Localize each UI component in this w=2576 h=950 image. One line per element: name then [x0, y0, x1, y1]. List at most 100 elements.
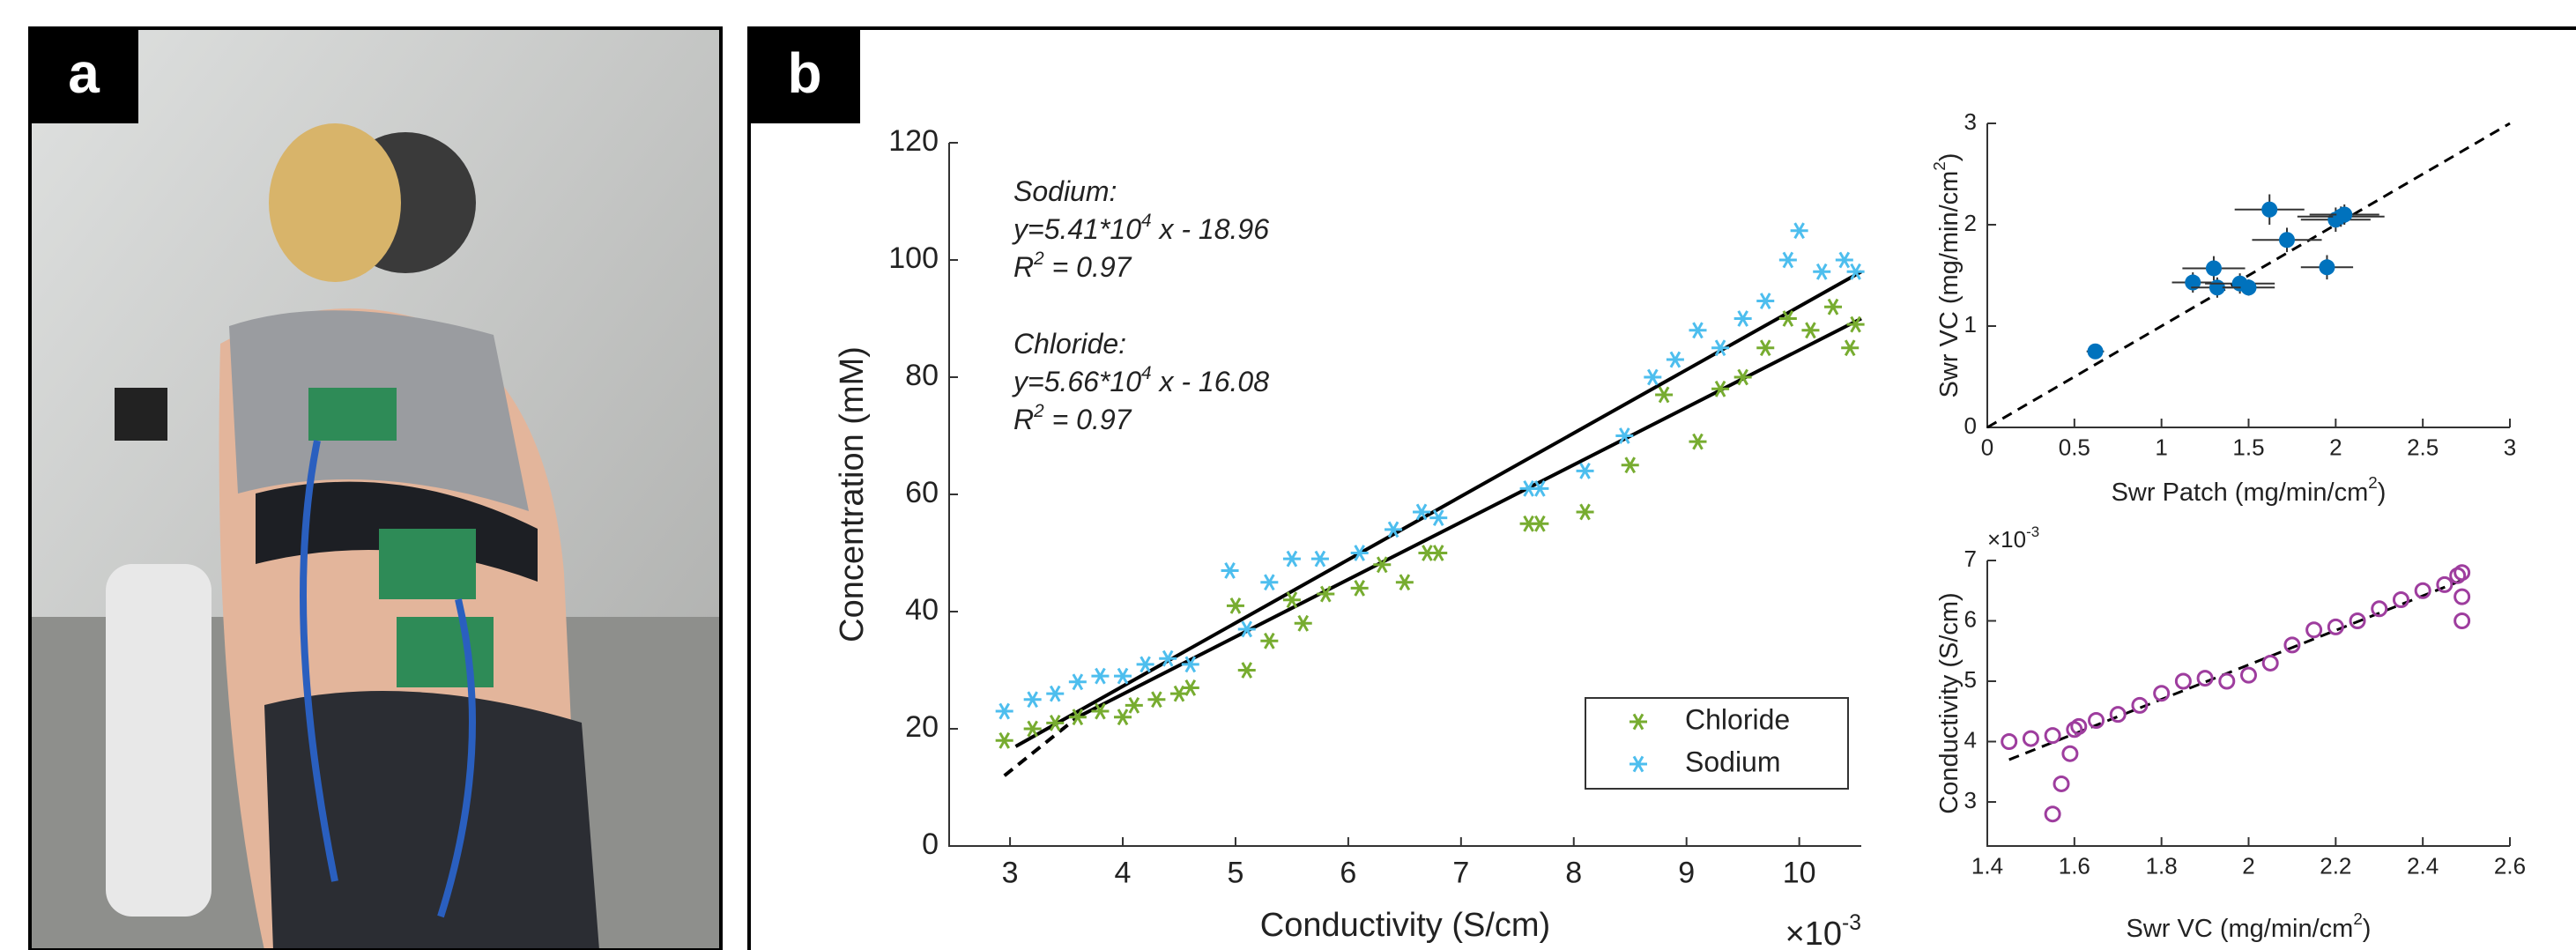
point — [1629, 713, 1647, 731]
point — [1756, 339, 1775, 357]
x-tick-label: 1 — [2155, 434, 2167, 461]
x-tick-label: 0 — [1981, 434, 1993, 461]
point — [2436, 575, 2454, 593]
point — [2327, 618, 2344, 635]
y-tick-label: 120 — [888, 124, 939, 158]
x-tick-label: 9 — [1678, 856, 1695, 889]
annotation: y=5.41*104 x - 18.96 — [1012, 211, 1269, 245]
y-axis-label-part: Conductivity (S/cm) — [1935, 592, 1964, 813]
point — [1413, 503, 1431, 521]
y-tick-label: 60 — [905, 476, 939, 509]
point — [1046, 685, 1065, 702]
x-axis-label-part: 2 — [2368, 473, 2377, 492]
y-tick-label: 7 — [1964, 546, 1977, 572]
panel-frame — [28, 26, 723, 950]
point — [1576, 503, 1594, 521]
point — [2454, 612, 2471, 629]
point — [2218, 672, 2236, 690]
point-stroke — [1534, 479, 1546, 497]
annotation-part: 2 — [1033, 401, 1044, 421]
annotation: Sodium: — [1013, 175, 1117, 207]
y-axis-label-part: 2 — [1930, 161, 1949, 170]
point — [2454, 564, 2471, 582]
point — [2185, 274, 2201, 291]
point — [2305, 621, 2323, 639]
point-stroke — [1624, 456, 1637, 474]
fit-line — [1076, 316, 1862, 719]
point-stroke — [1241, 662, 1253, 679]
point-stroke — [1850, 315, 1861, 333]
point — [1733, 310, 1752, 327]
point-stroke — [1782, 251, 1794, 269]
point — [2001, 732, 2018, 750]
point-stroke — [1658, 386, 1670, 404]
point — [2044, 727, 2061, 745]
point-stroke — [1049, 714, 1061, 731]
point — [2319, 259, 2335, 276]
panel-label: a — [68, 41, 100, 105]
point-stroke — [1128, 696, 1140, 714]
point — [1846, 315, 1865, 333]
point — [1576, 462, 1594, 479]
annotation-part: x - 18.96 — [1152, 213, 1270, 245]
point — [2053, 775, 2070, 792]
point — [1136, 656, 1154, 673]
point-stroke — [1805, 322, 1816, 339]
point-stroke — [1523, 515, 1534, 532]
point-stroke — [1632, 713, 1644, 731]
x-axis-label-part: Conductivity (S/cm) — [1260, 907, 1550, 944]
point — [1260, 632, 1279, 649]
point — [2174, 672, 2192, 690]
point — [1350, 545, 1369, 561]
point-stroke — [1320, 585, 1332, 603]
y-tick-label: 100 — [888, 241, 939, 275]
x-tick-label: 8 — [1565, 856, 1582, 889]
point-stroke — [1432, 545, 1444, 561]
point-stroke — [1523, 479, 1534, 497]
point-stroke — [1759, 293, 1771, 309]
point — [2371, 600, 2388, 618]
point-stroke — [1838, 251, 1851, 269]
point — [1429, 545, 1448, 561]
x-tick-label: 0.5 — [2059, 434, 2090, 461]
point-stroke — [1264, 632, 1275, 649]
annotation-part: R — [1013, 251, 1034, 283]
point — [1846, 263, 1865, 280]
point — [2392, 591, 2409, 609]
x-tick-label: 1.6 — [2059, 853, 2090, 879]
fit-line — [1986, 122, 2511, 429]
photo — [30, 28, 721, 950]
point-stroke — [1117, 709, 1129, 726]
annotation-part: x - 16.08 — [1152, 366, 1270, 397]
point — [2261, 201, 2278, 218]
point-stroke — [1692, 433, 1704, 450]
x-tick-label: 1.8 — [2146, 853, 2178, 879]
point — [1147, 691, 1166, 709]
point — [2240, 279, 2257, 296]
y-axis-label: Swr VC (mg/min/cm2) — [1930, 153, 1963, 398]
y-tick-label: 6 — [1964, 605, 1977, 632]
point — [1068, 673, 1087, 691]
x-tick-label: 2 — [2242, 853, 2254, 879]
y-axis-label-part: Concentration (mM) — [834, 346, 871, 642]
point — [2061, 745, 2079, 762]
point — [2278, 232, 2295, 249]
point-stroke — [1759, 339, 1771, 357]
point — [2066, 721, 2083, 738]
x-tick-label: 6 — [1340, 856, 1356, 889]
point — [1282, 550, 1301, 568]
point-stroke — [1229, 597, 1242, 614]
point — [1395, 574, 1414, 591]
point-stroke — [1579, 462, 1591, 479]
point-stroke — [1827, 298, 1839, 315]
annotation-part: Sodium: — [1013, 175, 1117, 207]
point — [1835, 251, 1853, 269]
point — [1666, 351, 1684, 368]
point — [1629, 755, 1647, 773]
point — [1023, 691, 1042, 709]
x-tick-label: 4 — [1115, 856, 1132, 889]
point — [2044, 805, 2061, 823]
x-axis-label-part: ) — [2363, 915, 2372, 943]
point — [1385, 521, 1403, 538]
axis-exponent-part: ×10 — [1987, 526, 2026, 553]
